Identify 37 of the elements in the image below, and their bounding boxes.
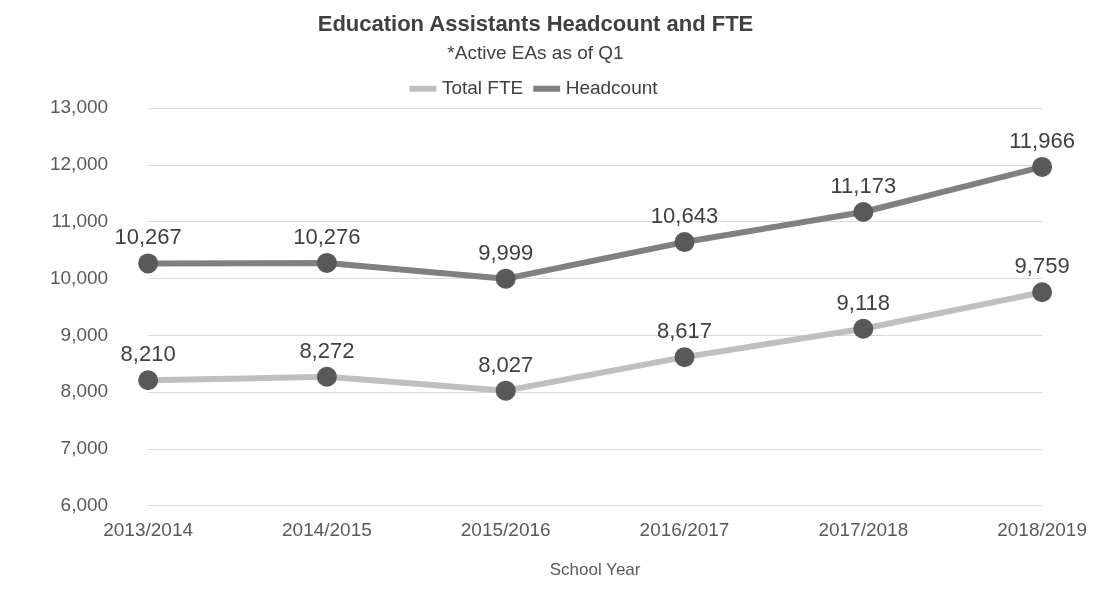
y-tick-label: 11,000	[51, 210, 109, 232]
data-label: 10,267	[114, 224, 182, 250]
point	[495, 268, 516, 289]
data-label: 8,617	[656, 318, 713, 344]
legend-label: Total FTE	[441, 76, 524, 98]
point	[853, 201, 874, 222]
y-tick-label: 12,000	[49, 153, 109, 175]
legend-label: Headcount	[565, 76, 659, 98]
data-label: 9,118	[836, 289, 891, 315]
data-label: 10,643	[650, 203, 719, 229]
y-tick-label: 9,000	[60, 323, 109, 345]
data-label: 8,210	[120, 341, 176, 367]
x-tick-label: 2015/2016	[460, 519, 551, 541]
data-label: 10,276	[293, 223, 361, 249]
y-tick-label: 6,000	[60, 494, 109, 516]
chart-subtitle: *Active EAs as of Q1	[447, 42, 624, 64]
chart-title: Education Assistants Headcount and FTE	[317, 11, 754, 37]
x-tick-label: 2013/2014	[103, 519, 194, 541]
data-label: 8,027	[478, 351, 534, 377]
y-tick-label: 8,000	[60, 380, 109, 402]
point	[1032, 156, 1053, 177]
point	[316, 252, 337, 273]
x-tick-label: 2018/2019	[997, 519, 1088, 541]
x-tick-label: 2017/2018	[818, 519, 909, 541]
y-tick-label: 10,000	[49, 266, 109, 288]
x-tick-label: 2014/2015	[282, 519, 372, 541]
y-tick-label: 7,000	[60, 437, 109, 459]
data-label: 8,272	[299, 337, 355, 363]
data-label: 9,759	[1014, 253, 1070, 279]
data-label: 9,999	[478, 239, 534, 265]
point	[138, 253, 159, 274]
x-axis-title: School Year	[549, 560, 641, 580]
data-label: 11,173	[830, 173, 897, 199]
point	[674, 232, 695, 253]
y-tick-label: 13,000	[49, 96, 109, 118]
x-tick-label: 2016/2017	[639, 519, 730, 541]
data-label: 11,966	[1009, 127, 1075, 153]
